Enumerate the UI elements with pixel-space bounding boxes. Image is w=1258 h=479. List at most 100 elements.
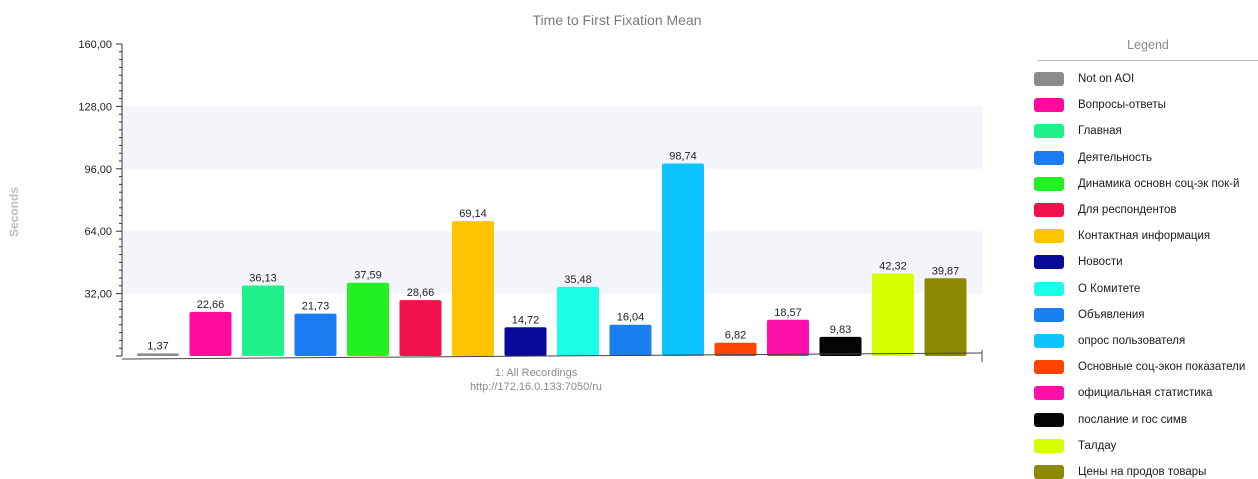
legend-label: Объявления [1078, 308, 1145, 321]
legend-swatch [1034, 255, 1064, 270]
legend-item: Новости [1030, 249, 1258, 275]
bar [452, 221, 494, 356]
legend-item: Цены на продов товары [1030, 459, 1258, 479]
legend-label: послание и гос симв [1078, 413, 1187, 426]
legend-swatch [1034, 412, 1064, 427]
legend-swatch [1034, 360, 1064, 375]
legend-swatch [1034, 124, 1064, 139]
legend-swatch [1034, 203, 1064, 218]
bars-group: 1,37 22,66 36,13 21,73 37,59 28,66 69,14 14,72 3… [137, 150, 967, 356]
bar [294, 313, 337, 356]
bar [137, 353, 179, 356]
grid-bands [122, 106, 982, 294]
bar [767, 319, 809, 356]
y-tick-label: 128,00 [78, 101, 112, 113]
legend-item: Вопросы-ответы [1030, 92, 1258, 118]
legend-item: Основные соц-экон показатели [1030, 354, 1258, 380]
y-axis: 160,00 128,00 96,00 64,00 32,00 [78, 39, 123, 357]
y-tick-label: 32,00 [84, 289, 112, 301]
bar-value-label: 9,83 [830, 324, 851, 336]
bar-value-label: 35,48 [564, 274, 592, 286]
legend-item: О Комитете [1030, 276, 1258, 302]
legend-item: Объявления [1030, 302, 1258, 328]
bar-value-label: 37,59 [354, 270, 382, 282]
y-axis-label: Seconds [7, 187, 21, 237]
bar [924, 278, 967, 356]
legend-swatch [1034, 176, 1064, 191]
legend-label: Для респондентов [1078, 204, 1177, 217]
legend-label: Not on AOI [1078, 73, 1135, 86]
bar [399, 300, 442, 356]
legend-label: О Комитете [1078, 282, 1141, 295]
legend-label: Деятельность [1078, 151, 1153, 164]
legend-item: послание и гос симв [1030, 406, 1258, 432]
legend-item: Not on AOI [1030, 66, 1258, 92]
bar [557, 286, 599, 356]
legend-swatch [1034, 386, 1064, 401]
bar-value-label: 39,87 [932, 265, 960, 277]
legend-swatch [1034, 229, 1064, 244]
y-tick-label: 96,00 [84, 164, 112, 176]
legend-label: Динамика основн соц-эк пок-й [1078, 177, 1240, 190]
bar-value-label: 1,37 [147, 340, 168, 352]
legend-item: Талдау [1030, 433, 1258, 459]
legend-label: Основные соц-экон показатели [1078, 361, 1246, 374]
legend-swatch [1034, 150, 1064, 165]
x-axis-sublabel: http://172.16.0.133:7050/ru [470, 381, 602, 393]
legend-label: Талдау [1078, 439, 1117, 452]
legend-item: официальная статистика [1030, 380, 1258, 406]
legend: Legend Not on AOI Вопросы-ответы Главная Де… [1030, 38, 1258, 479]
legend-title: Legend [1038, 38, 1258, 61]
bar-value-label: 36,13 [249, 273, 277, 285]
bar [504, 327, 547, 356]
legend-label: опрос пользователя [1078, 334, 1186, 347]
bar [347, 282, 389, 356]
x-axis [121, 350, 983, 362]
bar-value-label: 18,57 [774, 307, 802, 319]
bar-value-label: 16,04 [617, 312, 645, 324]
chart-title: Time to First Fixation Mean [532, 12, 701, 28]
bar-chart: Time to First Fixation Mean Seconds 160,… [7, 12, 983, 393]
legend-label: Цены на продов товары [1078, 465, 1207, 478]
x-axis-line [121, 352, 983, 360]
legend-swatch [1034, 72, 1064, 87]
bar-value-label: 21,73 [302, 301, 330, 313]
legend-items: Not on AOI Вопросы-ответы Главная Деятельно… [1030, 66, 1258, 479]
bar-value-label: 22,66 [197, 299, 225, 311]
legend-swatch [1034, 98, 1064, 113]
bar [662, 163, 704, 356]
legend-item: опрос пользователя [1030, 328, 1258, 354]
bar-value-label: 69,14 [459, 208, 487, 220]
legend-label: Контактная информация [1078, 230, 1211, 243]
legend-item: Контактная информация [1030, 223, 1258, 249]
y-tick-label: 64,00 [84, 226, 112, 238]
bar [819, 336, 862, 356]
legend-swatch [1034, 438, 1064, 453]
bar [242, 285, 284, 356]
grid-band [122, 106, 982, 169]
bar [872, 273, 914, 356]
legend-item: Главная [1030, 118, 1258, 144]
legend-item: Динамика основн соц-эк пок-й [1030, 171, 1258, 197]
legend-label: Главная [1078, 125, 1122, 138]
x-axis-label: 1: All Recordings [495, 367, 578, 379]
legend-swatch [1034, 307, 1064, 322]
legend-swatch [1034, 281, 1064, 296]
bar-value-label: 6,82 [725, 330, 746, 342]
bar [189, 311, 232, 356]
bar-value-label: 98,74 [669, 150, 697, 162]
legend-label: Вопросы-ответы [1078, 99, 1166, 112]
bar [714, 342, 757, 356]
legend-item: Деятельность [1030, 145, 1258, 171]
legend-label: Новости [1078, 256, 1123, 269]
legend-swatch [1034, 464, 1064, 479]
legend-label: официальная статистика [1078, 387, 1213, 400]
grid-band [122, 231, 982, 294]
bar-value-label: 42,32 [879, 260, 907, 272]
legend-swatch [1034, 333, 1064, 348]
y-tick-label: 160,00 [78, 39, 112, 51]
bar-value-label: 14,72 [512, 314, 540, 326]
bar-value-label: 28,66 [407, 287, 435, 299]
bar [609, 324, 652, 356]
legend-item: Для респондентов [1030, 197, 1258, 223]
